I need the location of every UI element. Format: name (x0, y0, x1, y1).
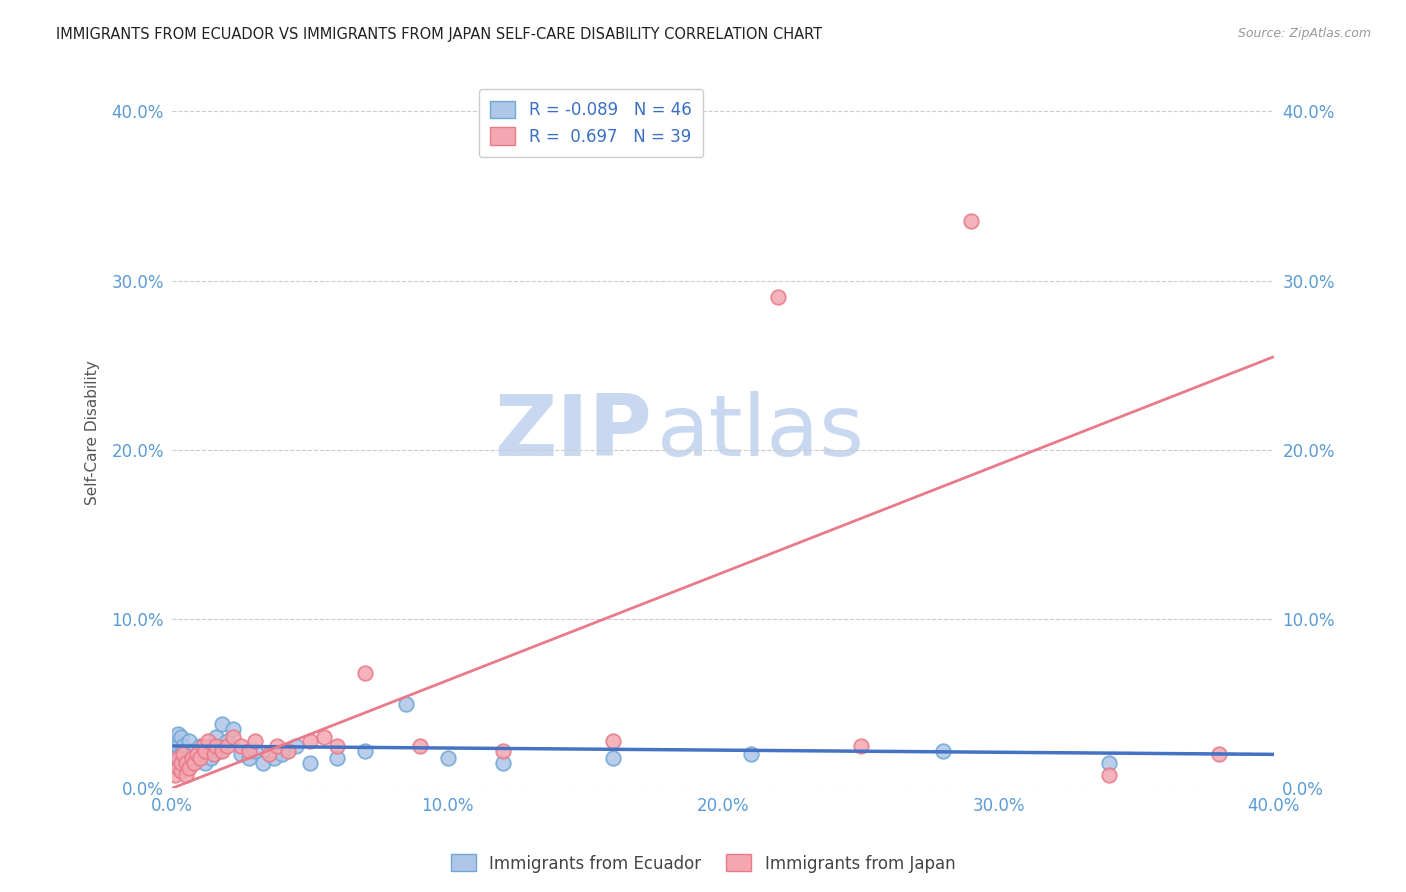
Point (238, 751, 260, 765)
Point (186, 747, 208, 762)
Point (492, 756, 515, 770)
Point (197, 744, 219, 758)
Point (238, 744, 260, 758)
Point (177, 751, 200, 765)
Text: atlas: atlas (657, 392, 865, 475)
Point (271, 747, 294, 762)
Point (1208, 747, 1230, 762)
Point (172, 739, 194, 753)
Point (174, 744, 197, 758)
Point (211, 744, 233, 758)
Legend: R = -0.089   N = 46, R =  0.697   N = 39: R = -0.089 N = 46, R = 0.697 N = 39 (478, 89, 703, 157)
Point (960, 214, 983, 228)
Point (229, 747, 252, 762)
Point (243, 744, 266, 758)
Point (849, 739, 872, 753)
Point (174, 756, 197, 770)
Point (191, 747, 214, 762)
Point (243, 734, 266, 748)
Point (436, 751, 458, 765)
Point (222, 722, 245, 736)
Point (191, 739, 214, 753)
Point (492, 744, 515, 758)
Legend: Immigrants from Ecuador, Immigrants from Japan: Immigrants from Ecuador, Immigrants from… (444, 847, 962, 880)
Point (263, 751, 285, 765)
Point (174, 761, 197, 775)
Point (166, 761, 188, 775)
Point (395, 697, 418, 711)
Point (202, 739, 225, 753)
Point (166, 751, 188, 765)
Point (202, 747, 225, 762)
Text: ZIP: ZIP (494, 392, 651, 475)
Point (163, 744, 186, 758)
Point (194, 756, 217, 770)
Point (217, 734, 239, 748)
Point (1098, 756, 1121, 770)
Point (252, 756, 274, 770)
Point (354, 744, 377, 758)
Point (169, 764, 191, 779)
Point (409, 739, 432, 753)
Point (163, 767, 186, 781)
Point (174, 767, 197, 781)
Point (172, 747, 194, 762)
Point (205, 739, 228, 753)
Point (298, 756, 321, 770)
Point (222, 731, 245, 745)
Point (211, 717, 233, 731)
Point (163, 734, 186, 748)
Point (188, 751, 211, 765)
Point (186, 751, 208, 765)
Point (1098, 767, 1121, 781)
Point (177, 761, 200, 775)
Point (180, 756, 202, 770)
Point (257, 747, 280, 762)
Point (180, 747, 202, 762)
Point (217, 739, 239, 753)
Text: Source: ZipAtlas.com: Source: ZipAtlas.com (1237, 27, 1371, 40)
Point (602, 751, 624, 765)
Point (208, 744, 231, 758)
Point (169, 731, 191, 745)
Y-axis label: Self-Care Disability: Self-Care Disability (86, 360, 100, 505)
Point (766, 290, 789, 304)
Point (285, 739, 308, 753)
Point (354, 666, 377, 681)
Point (602, 734, 624, 748)
Point (169, 747, 191, 762)
Point (205, 731, 228, 745)
Point (166, 751, 188, 765)
Point (326, 751, 349, 765)
Point (183, 744, 205, 758)
Point (326, 739, 349, 753)
Point (169, 756, 191, 770)
Point (197, 734, 219, 748)
Point (312, 731, 335, 745)
Point (194, 744, 217, 758)
Point (740, 747, 762, 762)
Text: IMMIGRANTS FROM ECUADOR VS IMMIGRANTS FROM JAPAN SELF-CARE DISABILITY CORRELATIO: IMMIGRANTS FROM ECUADOR VS IMMIGRANTS FR… (56, 27, 823, 42)
Point (932, 744, 955, 758)
Point (266, 739, 288, 753)
Point (200, 751, 222, 765)
Point (188, 739, 211, 753)
Point (180, 751, 202, 765)
Point (172, 751, 194, 765)
Point (298, 734, 321, 748)
Point (169, 756, 191, 770)
Point (166, 739, 188, 753)
Point (277, 744, 299, 758)
Point (183, 756, 205, 770)
Point (177, 734, 200, 748)
Point (166, 727, 188, 741)
Point (229, 739, 252, 753)
